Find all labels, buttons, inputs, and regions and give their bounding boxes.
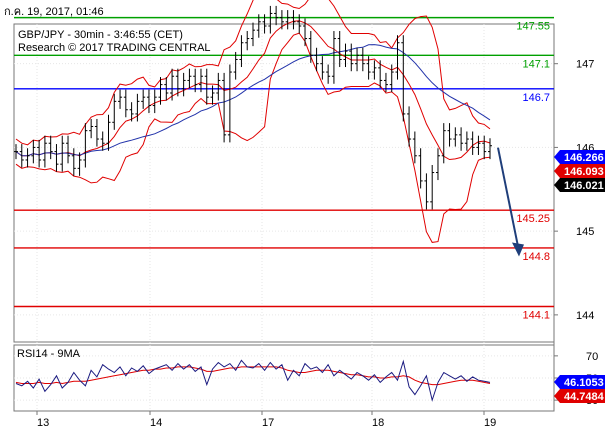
rsi-value-tag-box [554, 375, 605, 389]
rsi-title: RSI14 - 9MA [17, 348, 81, 360]
bollinger-bands [15, 0, 491, 243]
x-tick-label: 19 [484, 417, 496, 429]
y-tick-label: 144 [576, 310, 594, 322]
rsi-line [15, 359, 491, 402]
bollinger-middle [15, 20, 491, 161]
forecast-arrow-head [512, 242, 524, 257]
price-tag-label: 146.093 [564, 166, 604, 178]
moving-average [15, 44, 491, 157]
timestamp: ก.ค. 19, 2017, 01:46 [4, 6, 104, 18]
level-label: 147.1 [522, 58, 550, 70]
rsi-value-tag-label: 44.7484 [564, 391, 605, 403]
rsi-value-tag: 46.1053 [554, 375, 605, 389]
rsi-value-tag: 44.7484 [554, 389, 605, 403]
main-panel-frame [13, 23, 555, 343]
y-tick-label: 147 [576, 59, 594, 71]
price-tag: 146.021 [554, 178, 605, 192]
y-tick-label: 145 [576, 226, 594, 238]
price-tag-label: 146.021 [564, 180, 604, 192]
level-label: 145.25 [516, 213, 550, 225]
chart-title: GBP/JPY - 30min - 3:46:55 (CET) [18, 29, 183, 41]
price-tag-box [554, 164, 605, 178]
rsi-tick-label: 70 [586, 351, 598, 363]
price-bars [14, 5, 492, 210]
price-tag: 146.266 [554, 150, 605, 164]
rsi-value-tag-label: 46.1053 [564, 377, 604, 389]
level-lines: 147.55 147.1 146.7 145.25 144.8 144.1 [14, 16, 554, 322]
grid-lines [14, 24, 554, 411]
x-tick-label: 18 [372, 417, 384, 429]
bollinger-lower [15, 32, 491, 243]
price-tags: 146.266 146.093 146.021 [554, 150, 605, 192]
bollinger-upper [15, 0, 491, 146]
level-label: 147.55 [516, 21, 550, 33]
price-tag-label: 146.266 [564, 152, 604, 164]
rsi-ma-line [15, 366, 491, 386]
chart-subtitle: Research © 2017 TRADING CENTRAL [18, 42, 211, 54]
price-tag-box [554, 150, 605, 164]
level-label: 144.1 [522, 310, 550, 322]
price-tag: 146.093 [554, 164, 605, 178]
rsi-value-tag-box [554, 389, 605, 403]
level-label: 144.8 [522, 251, 550, 263]
price-tag-box [554, 178, 605, 192]
forecast-arrow [497, 147, 519, 247]
x-tick-label: 17 [262, 417, 274, 429]
x-tick-label: 14 [150, 417, 162, 429]
level-label: 146.7 [522, 92, 550, 104]
x-tick-label: 13 [37, 417, 49, 429]
